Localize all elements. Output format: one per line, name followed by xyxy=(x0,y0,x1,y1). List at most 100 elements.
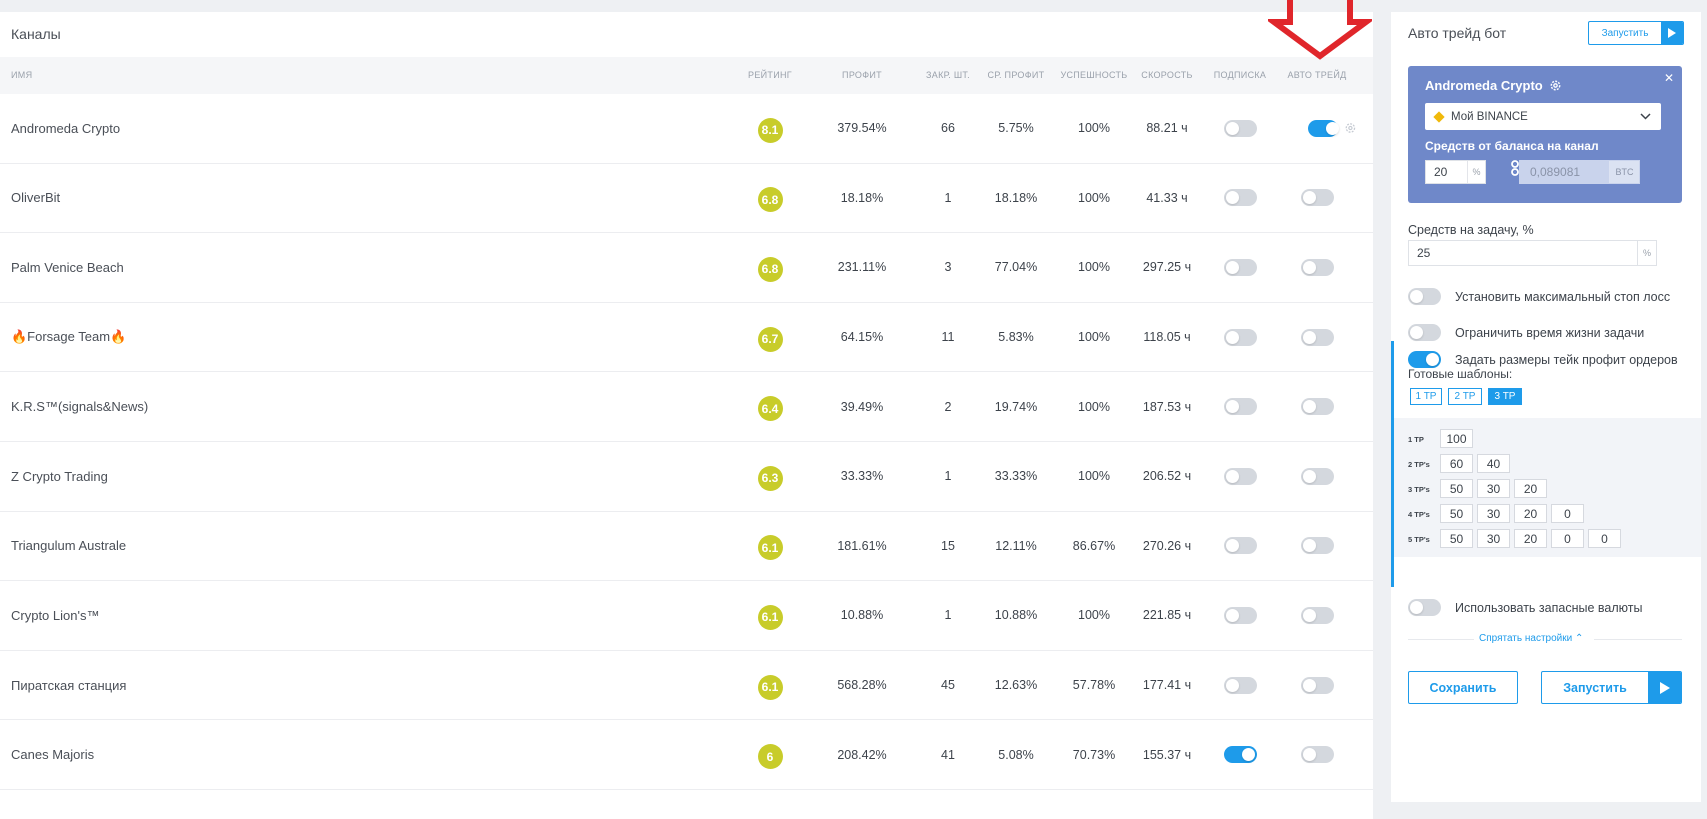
subscription-toggle[interactable] xyxy=(1223,189,1257,207)
tp-percent-input[interactable]: 20 xyxy=(1514,529,1547,548)
template-2tp[interactable]: 2 TP xyxy=(1448,388,1482,405)
tp-percent-input[interactable]: 20 xyxy=(1514,504,1547,523)
tp-percent-input[interactable]: 50 xyxy=(1440,479,1473,498)
rating-cell: 6.7 xyxy=(730,303,810,372)
auto-trade-toggle[interactable] xyxy=(1300,189,1334,207)
auto-trade-toggle[interactable] xyxy=(1308,119,1340,137)
take-profit-toggle[interactable] xyxy=(1408,351,1441,368)
table-row[interactable]: OliverBit 6.8 18.18% 1 18.18% 100% 41.33 ч xyxy=(0,164,1373,234)
channel-name[interactable]: Andromeda Crypto xyxy=(11,120,121,136)
rating-cell: 6.1 xyxy=(730,512,810,581)
gear-icon[interactable] xyxy=(1549,79,1562,92)
auto-trade-toggle[interactable] xyxy=(1300,258,1334,276)
auto-trade-toggle[interactable] xyxy=(1300,398,1334,416)
run-small-button[interactable]: Запустить xyxy=(1588,21,1684,45)
tp-percent-input[interactable]: 0 xyxy=(1551,504,1584,523)
option-reserve[interactable]: Использовать запасные валюты xyxy=(1408,599,1642,616)
col-avg-profit[interactable]: СР. ПРОФИТ xyxy=(987,70,1045,80)
channels-panel: Каналы ИМЯ РЕЙТИНГ ПРОФИТ ЗАКР. ШТ. СР. … xyxy=(0,12,1373,819)
percent-field[interactable]: 20 % xyxy=(1425,160,1486,184)
channel-name[interactable]: Пиратская станция xyxy=(11,677,127,693)
subscription-toggle[interactable] xyxy=(1223,398,1257,416)
gear-icon[interactable] xyxy=(1344,121,1357,135)
tp-percent-input[interactable]: 0 xyxy=(1588,529,1621,548)
percent-value: 20 xyxy=(1434,165,1448,179)
channel-name[interactable]: 🔥Forsage Team🔥 xyxy=(11,329,127,345)
tp-percent-input[interactable]: 30 xyxy=(1477,479,1510,498)
stop-loss-toggle[interactable] xyxy=(1408,288,1441,305)
subscription-toggle[interactable] xyxy=(1223,119,1257,137)
task-field[interactable]: 25 % xyxy=(1408,240,1657,266)
table-row[interactable]: Crypto Lion's™ 6.1 10.88% 1 10.88% 100% 221.85… xyxy=(0,581,1373,651)
profit-cell: 10.88% xyxy=(840,608,884,623)
col-speed[interactable]: СКОРОСТЬ xyxy=(1141,70,1193,80)
subscription-toggle[interactable] xyxy=(1223,746,1257,764)
tp-percent-input[interactable]: 100 xyxy=(1440,429,1473,448)
success-cell: 57.78% xyxy=(1072,678,1116,693)
binance-icon xyxy=(1433,110,1445,123)
channel-name[interactable]: OliverBit xyxy=(11,190,61,206)
col-profit[interactable]: ПРОФИТ xyxy=(842,70,882,80)
template-3tp[interactable]: 3 TP xyxy=(1488,388,1522,405)
col-subscription[interactable]: ПОДПИСКА xyxy=(1213,70,1267,80)
closed-cell: 1 xyxy=(944,608,952,623)
rating-cell: 6.1 xyxy=(730,651,810,720)
table-row[interactable]: Пиратская станция 6.1 568.28% 45 12.63% 57.78… xyxy=(0,651,1373,721)
subscription-toggle[interactable] xyxy=(1223,258,1257,276)
table-row[interactable]: Canes Majoris 6 208.42% 41 5.08% 70.73% 155.37… xyxy=(0,720,1373,790)
auto-trade-toggle[interactable] xyxy=(1300,467,1334,485)
templates-label: Готовые шаблоны: xyxy=(1408,367,1513,381)
col-name[interactable]: ИМЯ xyxy=(11,70,33,80)
channel-name[interactable]: Triangulum Australe xyxy=(11,538,127,554)
tp-percent-input[interactable]: 0 xyxy=(1551,529,1584,548)
rating-cell: 6 xyxy=(730,720,810,789)
subscription-cell xyxy=(1200,303,1280,372)
option-lifetime[interactable]: Ограничить время жизни задачи xyxy=(1408,324,1644,341)
auto-trade-toggle[interactable] xyxy=(1300,606,1334,624)
link-icon[interactable] xyxy=(1510,160,1520,176)
auto-trade-toggle[interactable] xyxy=(1300,328,1334,346)
tp-percent-input[interactable]: 50 xyxy=(1440,504,1473,523)
tp-percent-input[interactable]: 40 xyxy=(1477,454,1510,473)
option-stop-loss[interactable]: Установить максимальный стоп лосс xyxy=(1408,288,1670,305)
save-button[interactable]: Сохранить xyxy=(1408,671,1518,704)
subscription-toggle[interactable] xyxy=(1223,537,1257,555)
subscription-toggle[interactable] xyxy=(1223,606,1257,624)
tp-percent-input[interactable]: 30 xyxy=(1477,529,1510,548)
col-rating[interactable]: РЕЙТИНГ xyxy=(748,70,792,80)
table-row[interactable]: Z Crypto Trading 6.3 33.33% 1 33.33% 100% 206.… xyxy=(0,442,1373,512)
hide-settings-link[interactable]: Спрятать настройки ⌃ xyxy=(1479,633,1584,644)
play-icon xyxy=(1648,672,1681,703)
option-take-profit[interactable]: Задать размеры тейк профит ордеров xyxy=(1408,351,1678,368)
auto-trade-toggle[interactable] xyxy=(1300,746,1334,764)
channel-name[interactable]: Palm Venice Beach xyxy=(11,259,124,275)
avg-profit-cell: 12.11% xyxy=(995,538,1037,553)
table-row[interactable]: K.R.S™(signals&News) 6.4 39.49% 2 19.74% 100%… xyxy=(0,372,1373,442)
col-success[interactable]: УСПЕШНОСТЬ xyxy=(1060,70,1128,80)
table-row[interactable]: Triangulum Australe 6.1 181.61% 15 12.11% 86.… xyxy=(0,512,1373,582)
subscription-toggle[interactable] xyxy=(1223,328,1257,346)
channel-name[interactable]: Crypto Lion's™ xyxy=(11,607,100,623)
col-auto-trade[interactable]: АВТО ТРЕЙД xyxy=(1287,70,1347,80)
subscription-toggle[interactable] xyxy=(1223,467,1257,485)
channel-name[interactable]: Z Crypto Trading xyxy=(11,468,108,484)
table-row[interactable]: Palm Venice Beach 6.8 231.11% 3 77.04% 100% 29… xyxy=(0,233,1373,303)
lifetime-toggle[interactable] xyxy=(1408,324,1441,341)
table-row[interactable]: Andromeda Crypto 8.1 379.54% 66 5.75% 100% 88.… xyxy=(0,94,1373,164)
run-button[interactable]: Запустить xyxy=(1541,671,1682,704)
col-closed[interactable]: ЗАКР. ШТ. xyxy=(926,70,970,80)
close-icon[interactable]: ✕ xyxy=(1663,71,1674,85)
auto-trade-toggle[interactable] xyxy=(1300,537,1334,555)
tp-percent-input[interactable]: 50 xyxy=(1440,529,1473,548)
reserve-toggle[interactable] xyxy=(1408,599,1441,616)
channel-name[interactable]: K.R.S™(signals&News) xyxy=(11,399,149,415)
tp-percent-input[interactable]: 30 xyxy=(1477,504,1510,523)
tp-percent-input[interactable]: 20 xyxy=(1514,479,1547,498)
tp-percent-input[interactable]: 60 xyxy=(1440,454,1473,473)
channel-name[interactable]: Canes Majoris xyxy=(11,747,95,763)
table-row[interactable]: 🔥Forsage Team🔥 6.7 64.15% 11 5.83% 100% 118.05… xyxy=(0,303,1373,373)
exchange-select[interactable]: Мой BINANCE xyxy=(1425,103,1661,130)
auto-trade-toggle[interactable] xyxy=(1300,676,1334,694)
template-1tp[interactable]: 1 TP xyxy=(1410,388,1442,405)
subscription-toggle[interactable] xyxy=(1223,676,1257,694)
